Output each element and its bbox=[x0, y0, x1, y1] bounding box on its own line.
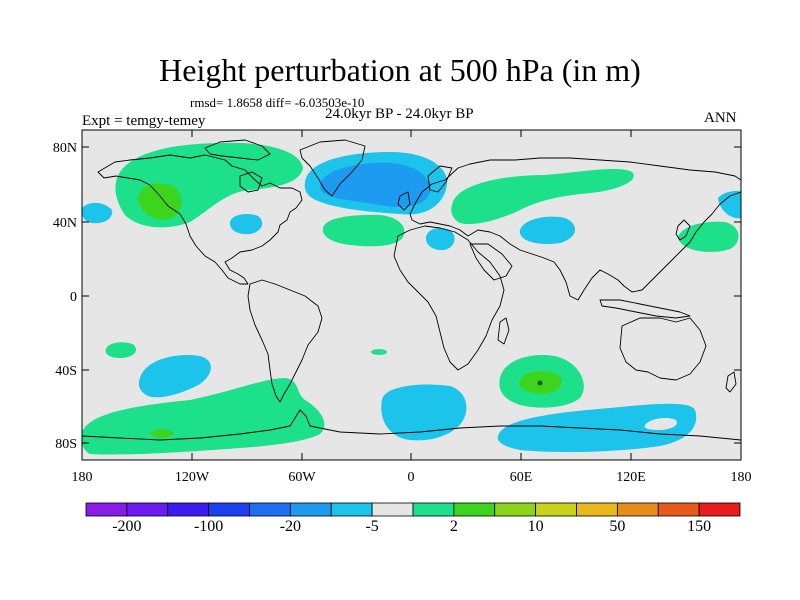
colorbar-swatch bbox=[698, 502, 741, 517]
colorbar-swatch bbox=[249, 502, 291, 517]
contour-pacific-high bbox=[678, 221, 739, 252]
lon-tick-label: 60W bbox=[288, 470, 316, 485]
colorbar-swatch bbox=[657, 502, 700, 517]
lat-tick-label: 80S bbox=[55, 437, 77, 452]
longitude-labels: 180 120W 60W 0 60E 120E 180 bbox=[72, 470, 752, 485]
colorbar-swatch bbox=[453, 502, 496, 517]
colorbar-swatch bbox=[371, 502, 414, 517]
colorbar-swatch bbox=[494, 502, 537, 517]
contour-south-pacific-small bbox=[105, 342, 137, 358]
lon-tick-label: 180 bbox=[731, 470, 752, 485]
colorbar-swatch bbox=[535, 502, 577, 517]
colorbar-swatch bbox=[167, 502, 210, 517]
contour-north-atlantic-high bbox=[322, 214, 405, 247]
colorbar-swatch bbox=[576, 502, 618, 517]
contour-indian-ocean-peak bbox=[537, 380, 543, 386]
axis-ticks bbox=[81, 130, 742, 460]
coastlines bbox=[82, 139, 741, 441]
coastline-new-zealand bbox=[725, 371, 737, 393]
contour-south-atlantic-small bbox=[371, 349, 387, 355]
coastline-africa bbox=[393, 225, 505, 371]
contour-eurasia-high bbox=[451, 168, 634, 225]
coastline-british-isles bbox=[397, 191, 411, 211]
colorbar-swatch bbox=[412, 502, 455, 517]
contour-west-pacific-low bbox=[82, 203, 113, 224]
coastline-japan bbox=[675, 219, 691, 241]
lon-tick-label: 120E bbox=[616, 470, 646, 485]
colorbar-swatch bbox=[616, 502, 659, 517]
contour-pacific-low bbox=[229, 214, 263, 235]
colorbar-label: 10 bbox=[527, 518, 544, 535]
coastline-greenland bbox=[299, 139, 366, 197]
coastline-antarctica bbox=[82, 409, 741, 441]
contour-southern-ocean-low bbox=[497, 403, 697, 453]
colorbar-label: -20 bbox=[279, 518, 302, 535]
colorbar-swatch bbox=[330, 502, 373, 517]
contour-europe-low bbox=[425, 228, 455, 251]
colorbar bbox=[85, 502, 741, 517]
coastline-arctic-islands bbox=[204, 139, 271, 161]
contour-south-pacific-core bbox=[150, 429, 174, 438]
colorbar-swatch bbox=[85, 502, 128, 517]
coastline-north-america bbox=[97, 154, 303, 285]
contour-asia-low bbox=[519, 216, 576, 244]
contour-south-atlantic-low bbox=[381, 384, 467, 441]
contour-fields bbox=[82, 142, 741, 455]
latitude-labels: 80N 40N 0 40S 80S bbox=[53, 141, 77, 452]
lat-tick-label: 0 bbox=[70, 290, 77, 305]
colorbar-label: -200 bbox=[112, 518, 142, 535]
lat-tick-label: 80N bbox=[53, 141, 77, 156]
contour-east-pacific-low bbox=[718, 190, 741, 219]
colorbar-label: -5 bbox=[365, 518, 379, 535]
coastline-arabia bbox=[469, 243, 513, 281]
rmsd-stats: rmsd= 1.8658 diff= -6.03503e-10 bbox=[190, 95, 365, 110]
coastline-scandinavia bbox=[427, 165, 453, 193]
time-period: 24.0kyr BP - 24.0kyr BP bbox=[325, 106, 474, 122]
colorbar-label: -100 bbox=[193, 518, 224, 535]
contour-south-pacific-high bbox=[82, 378, 325, 455]
lat-tick-label: 40N bbox=[53, 216, 77, 231]
contour-southern-ocean-hole bbox=[644, 417, 677, 430]
lon-tick-label: 180 bbox=[72, 470, 93, 485]
colorbar-label: 50 bbox=[609, 518, 626, 535]
coastline-eurasia bbox=[409, 157, 741, 301]
colorbar-label: 150 bbox=[687, 518, 712, 535]
coastline-australia bbox=[619, 317, 707, 381]
experiment-label: Expt = temgy-temey bbox=[82, 113, 206, 129]
colorbar-swatch bbox=[289, 502, 332, 517]
lon-tick-label: 60E bbox=[510, 470, 533, 485]
lon-tick-label: 0 bbox=[408, 470, 415, 485]
coastline-indonesia bbox=[599, 299, 691, 319]
contour-south-pacific-low bbox=[138, 354, 211, 398]
coastline-hudson-bay bbox=[239, 171, 263, 193]
colorbar-swatch bbox=[208, 502, 250, 517]
contour-north-america-core bbox=[138, 183, 182, 220]
coastline-madagascar bbox=[497, 317, 510, 345]
lon-tick-label: 120W bbox=[175, 470, 210, 485]
contour-atlantic-low-core bbox=[319, 162, 431, 208]
colorbar-swatch bbox=[126, 502, 169, 517]
coastline-south-america bbox=[247, 279, 323, 403]
figure-title: Height perturbation at 500 hPa (in m) bbox=[159, 52, 641, 88]
lat-tick-label: 40S bbox=[55, 364, 77, 379]
colorbar-label: 2 bbox=[449, 518, 458, 535]
season-label: ANN bbox=[704, 110, 737, 126]
